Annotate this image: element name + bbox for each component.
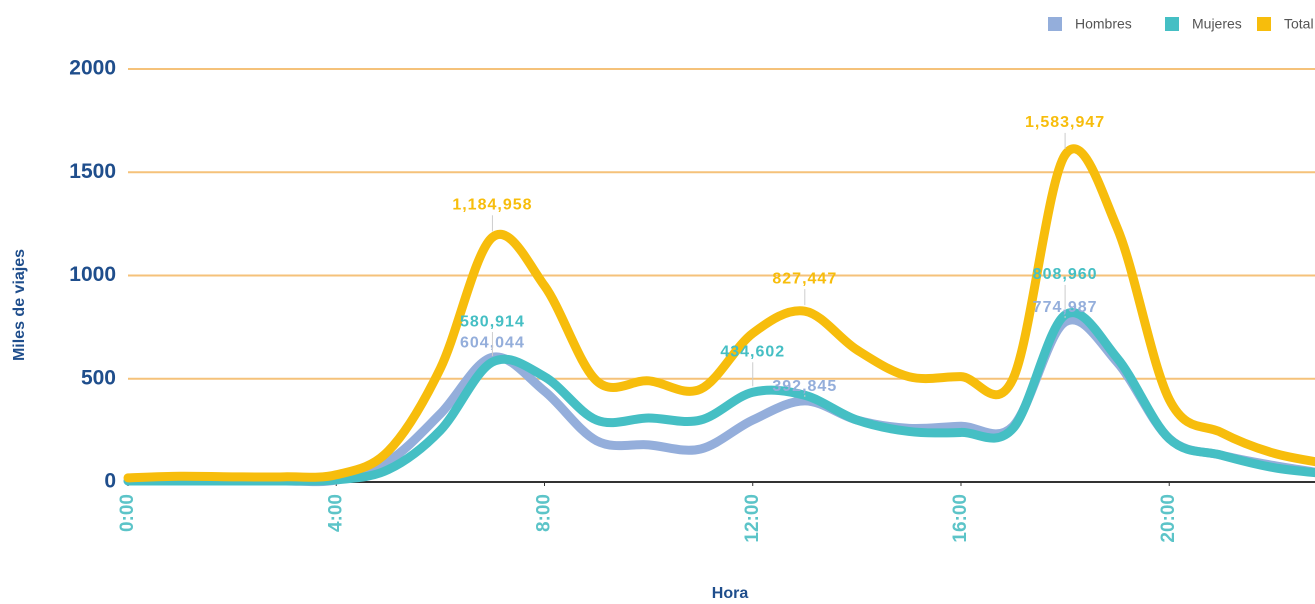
legend-swatch <box>1048 17 1062 31</box>
y-axis-title: Miles de viajes <box>11 249 28 361</box>
data-label: 580,914 <box>460 313 525 330</box>
legend-swatch <box>1165 17 1179 31</box>
legend-label: Mujeres <box>1192 16 1242 32</box>
data-label: 434,602 <box>720 343 785 360</box>
y-tick-label: 1500 <box>69 160 116 183</box>
y-tick-label: 2000 <box>69 57 116 80</box>
data-label: 808,960 <box>1033 266 1098 283</box>
legend-label: Hombres <box>1075 16 1132 32</box>
x-tick-label: 20:00 <box>1158 494 1179 543</box>
data-label: 1,184,958 <box>452 197 532 214</box>
x-axis-title: Hora <box>712 585 749 602</box>
series-line <box>123 144 1315 483</box>
legend-swatch <box>1257 17 1271 31</box>
data-label: 827,447 <box>772 270 837 287</box>
legend-label: Total <box>1284 16 1314 32</box>
y-tick-label: 500 <box>81 366 116 389</box>
data-label: 1,583,947 <box>1025 114 1105 131</box>
x-tick-label: 12:00 <box>742 494 763 543</box>
data-label: 392,845 <box>772 378 837 395</box>
series-line <box>123 308 1315 486</box>
x-tick-label: 8:00 <box>534 494 555 532</box>
x-tick-label: 16:00 <box>950 494 971 543</box>
y-tick-label: 1000 <box>69 263 116 286</box>
x-tick-label: 0:00 <box>117 494 138 532</box>
y-tick-label: 0 <box>104 470 116 493</box>
x-tick-label: 4:00 <box>325 494 346 532</box>
